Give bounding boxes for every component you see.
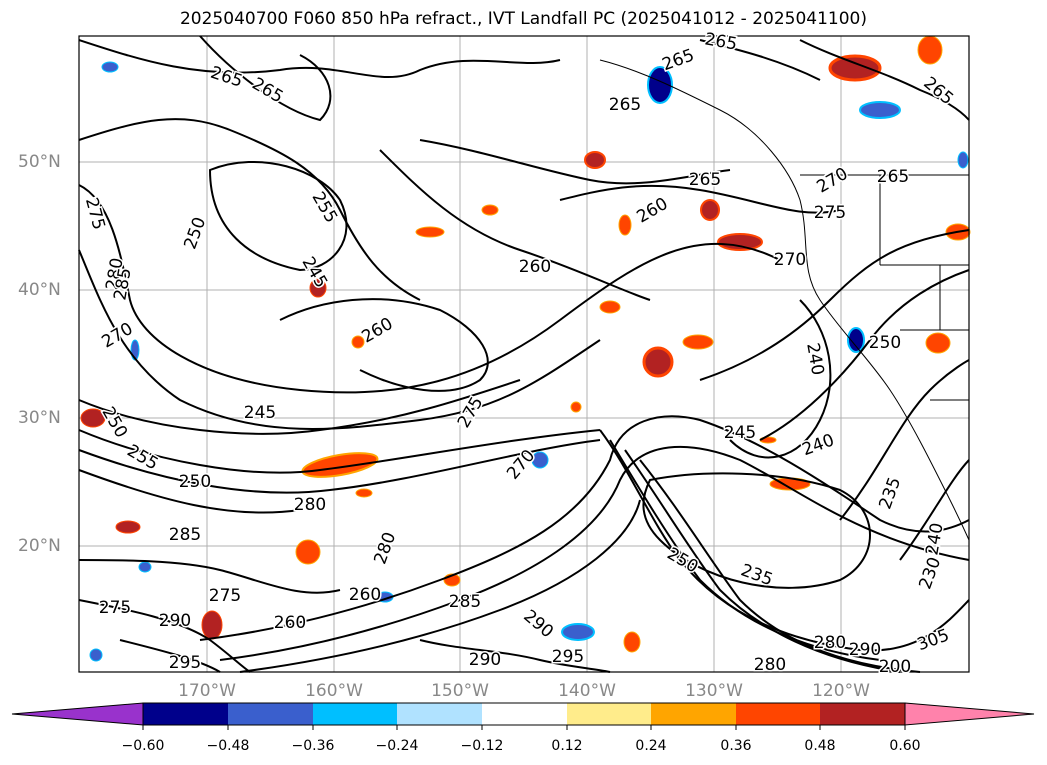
colorbar-bin bbox=[820, 703, 905, 725]
contour-label: 280 bbox=[294, 495, 326, 515]
colorbar bbox=[11, 702, 1035, 730]
colorbar-tick-label: −0.36 bbox=[291, 738, 335, 754]
colorbar-bin bbox=[651, 703, 736, 725]
contour-label: 285 bbox=[169, 525, 201, 545]
colorbar-tick-label: 0.36 bbox=[720, 738, 752, 754]
contour-label: 275 bbox=[814, 203, 846, 223]
contour-label: 280 bbox=[754, 655, 786, 675]
contour-label: 245 bbox=[724, 423, 756, 443]
shaded-anomalies bbox=[80, 35, 971, 662]
colorbar-bin bbox=[567, 703, 651, 725]
colorbar-bin bbox=[397, 703, 482, 725]
colorbar-tick-label: 0.24 bbox=[635, 738, 667, 754]
lon-label-120w: 120°W bbox=[812, 681, 870, 701]
lat-label-50n: 50°N bbox=[18, 152, 61, 172]
colorbar-bin bbox=[482, 703, 567, 725]
contour-label: 260 bbox=[519, 257, 551, 277]
contour-label: 265 bbox=[877, 167, 909, 187]
colorbar-over-extension bbox=[904, 702, 1035, 726]
contour-label: 290 bbox=[469, 650, 501, 670]
colorbar-tick-label: −0.24 bbox=[375, 738, 419, 754]
contours bbox=[78, 35, 970, 673]
lon-label-150w: 150°W bbox=[431, 681, 489, 701]
contour-label: 265 bbox=[689, 170, 721, 190]
contour-label: 250 bbox=[869, 333, 901, 353]
contour-label: 275 bbox=[209, 586, 241, 606]
contour-label: 295 bbox=[552, 647, 584, 667]
lat-label-20n: 20°N bbox=[18, 536, 61, 556]
coastline bbox=[599, 59, 970, 541]
contour-label: 285 bbox=[449, 592, 481, 612]
lat-label-30n: 30°N bbox=[18, 408, 61, 428]
contour-label: 200 bbox=[879, 657, 911, 677]
colorbar-tick-label: 0.12 bbox=[551, 738, 583, 754]
contour-label: 290 bbox=[159, 611, 191, 631]
contour-label: 260 bbox=[349, 585, 381, 605]
colorbar-tick-label: 0.48 bbox=[804, 738, 836, 754]
contour-label: 280 bbox=[102, 256, 127, 291]
colorbar-tick-label: −0.12 bbox=[460, 738, 504, 754]
map-area bbox=[79, 36, 969, 672]
contour-label: 290 bbox=[849, 640, 881, 660]
contour-label: 270 bbox=[774, 250, 806, 270]
lon-label-130w: 130°W bbox=[685, 681, 743, 701]
colorbar-under-extension bbox=[11, 702, 144, 726]
contour-label: 295 bbox=[169, 653, 201, 673]
lon-label-140w: 140°W bbox=[558, 681, 616, 701]
colorbar-bin bbox=[228, 703, 313, 725]
map-frame bbox=[78, 35, 970, 673]
colorbar-tick-label: 0.60 bbox=[889, 738, 921, 754]
colorbar-bin bbox=[313, 703, 397, 725]
colorbar-tick-label: −0.60 bbox=[121, 738, 165, 754]
contour-label: 260 bbox=[274, 613, 306, 633]
colorbar-bin bbox=[736, 703, 820, 725]
contour-label: 250 bbox=[179, 472, 211, 492]
contour-label: 245 bbox=[244, 403, 276, 423]
colorbar-bin bbox=[143, 703, 228, 725]
lat-label-40n: 40°N bbox=[18, 280, 61, 300]
contour-label: 280 bbox=[814, 633, 846, 653]
lon-label-170w: 170°W bbox=[178, 681, 236, 701]
colorbar-tick-label: −0.48 bbox=[206, 738, 250, 754]
contour-label: 265 bbox=[609, 95, 641, 115]
contour-label: 275 bbox=[99, 598, 131, 618]
lon-label-160w: 160°W bbox=[305, 681, 363, 701]
map-title: 2025040700 F060 850 hPa refract., IVT La… bbox=[179, 9, 867, 29]
